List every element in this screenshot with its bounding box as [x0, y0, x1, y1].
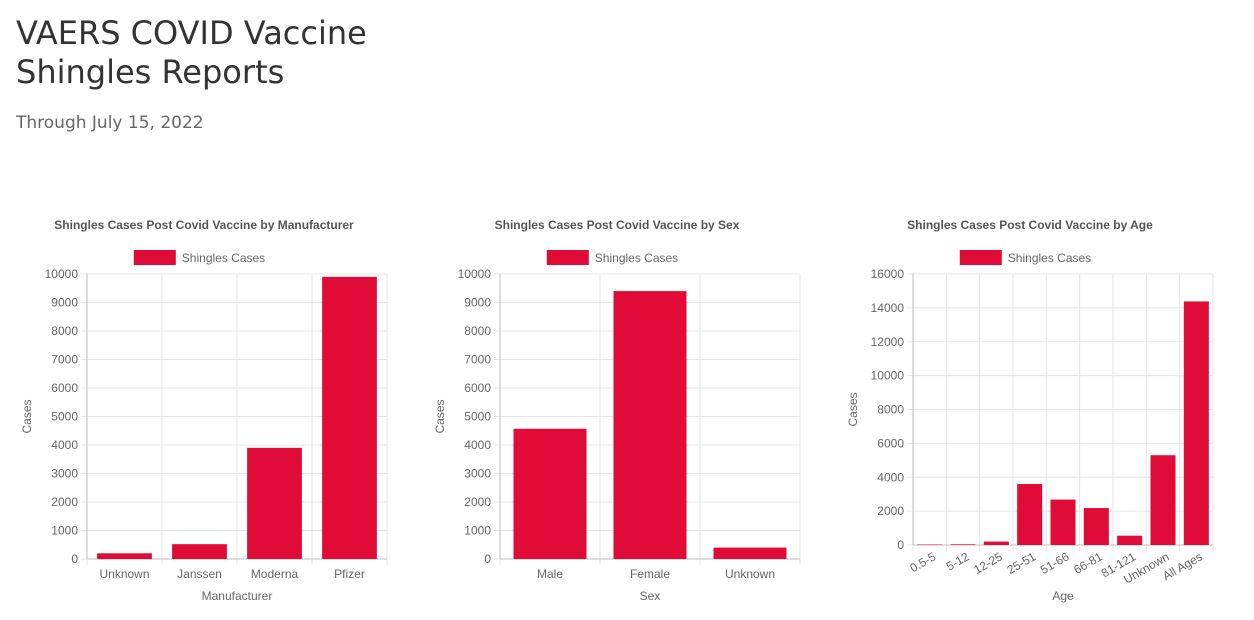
y-tick-label: 3000: [51, 467, 78, 481]
bar: [1183, 301, 1209, 545]
y-tick-label: 7000: [464, 353, 491, 367]
y-tick-label: 10000: [45, 267, 79, 281]
y-tick-label: 0: [71, 552, 78, 566]
y-tick-label: 12000: [871, 335, 905, 349]
x-tick-label: 25-51: [1005, 549, 1039, 577]
bar: [1083, 508, 1109, 545]
bar: [1150, 455, 1176, 545]
chart-title: Shingles Cases Post Covid Vaccine by Sex: [495, 218, 740, 232]
x-tick-label: Unknown: [99, 567, 149, 581]
bar: [713, 547, 787, 559]
y-tick-label: 0: [897, 538, 904, 552]
x-tick-label: 51-66: [1038, 549, 1072, 577]
x-tick-label: Pfizer: [334, 567, 365, 581]
y-tick-label: 7000: [51, 353, 78, 367]
legend-swatch: [959, 250, 1002, 265]
bar: [950, 544, 976, 545]
bar: [322, 276, 377, 559]
y-tick-label: 14000: [871, 301, 905, 315]
y-tick-label: 0: [484, 552, 491, 566]
y-tick-label: 5000: [464, 410, 491, 424]
x-tick-label: 5-12: [944, 549, 972, 573]
x-tick-label: Female: [630, 567, 670, 581]
bar: [1050, 499, 1076, 545]
x-tick-label: Moderna: [251, 567, 299, 581]
x-axis-title: Age: [1052, 589, 1074, 603]
x-tick-label: Unknown: [725, 567, 775, 581]
bar: [513, 428, 587, 559]
chart-1: Shingles Cases Post Covid Vaccine by Sex…: [433, 218, 801, 603]
legend-swatch: [133, 250, 176, 265]
x-tick-label: 12-25: [971, 549, 1005, 577]
x-tick-label: Janssen: [177, 567, 222, 581]
bar: [1117, 535, 1143, 545]
y-tick-label: 8000: [51, 324, 78, 338]
y-tick-label: 10000: [458, 267, 492, 281]
y-tick-label: 2000: [51, 495, 78, 509]
x-tick-label: 66-81: [1071, 549, 1105, 577]
bar: [613, 291, 687, 559]
bar: [172, 544, 227, 559]
legend-label: Shingles Cases: [182, 251, 265, 265]
chart-0: Shingles Cases Post Covid Vaccine by Man…: [20, 218, 388, 603]
x-tick-label: 0.5-5: [907, 549, 938, 575]
page-subtitle: Through July 15, 2022: [16, 113, 204, 133]
legend-label: Shingles Cases: [595, 251, 678, 265]
bar: [97, 553, 152, 559]
bar: [247, 447, 302, 559]
x-tick-label: Male: [537, 567, 563, 581]
y-tick-label: 4000: [877, 470, 904, 484]
bar: [983, 541, 1009, 545]
y-tick-label: 6000: [464, 381, 491, 395]
y-tick-label: 8000: [464, 324, 491, 338]
y-tick-label: 10000: [871, 369, 905, 383]
bar: [917, 544, 943, 545]
chart-2: Shingles Cases Post Covid Vaccine by Age…: [846, 218, 1214, 603]
y-tick-label: 3000: [464, 467, 491, 481]
y-tick-label: 2000: [877, 504, 904, 518]
y-tick-label: 9000: [51, 296, 78, 310]
y-tick-label: 5000: [51, 410, 78, 424]
y-axis-title: Cases: [846, 392, 860, 426]
x-axis-title: Sex: [640, 589, 661, 603]
y-axis-title: Cases: [433, 399, 447, 433]
page-title: VAERS COVID Vaccine Shingles Reports: [16, 14, 367, 91]
y-tick-label: 9000: [464, 296, 491, 310]
chart-title: Shingles Cases Post Covid Vaccine by Age: [907, 218, 1153, 232]
bar: [1017, 484, 1043, 545]
legend-label: Shingles Cases: [1008, 251, 1091, 265]
y-tick-label: 4000: [51, 438, 78, 452]
y-tick-label: 6000: [877, 436, 904, 450]
y-tick-label: 2000: [464, 495, 491, 509]
y-tick-label: 4000: [464, 438, 491, 452]
legend-swatch: [546, 250, 589, 265]
chart-title: Shingles Cases Post Covid Vaccine by Man…: [54, 218, 354, 232]
y-tick-label: 1000: [51, 524, 78, 538]
y-tick-label: 1000: [464, 524, 491, 538]
y-tick-label: 16000: [871, 267, 905, 281]
y-tick-label: 8000: [877, 403, 904, 417]
y-tick-label: 6000: [51, 381, 78, 395]
y-axis-title: Cases: [20, 399, 34, 433]
x-axis-title: Manufacturer: [202, 589, 273, 603]
